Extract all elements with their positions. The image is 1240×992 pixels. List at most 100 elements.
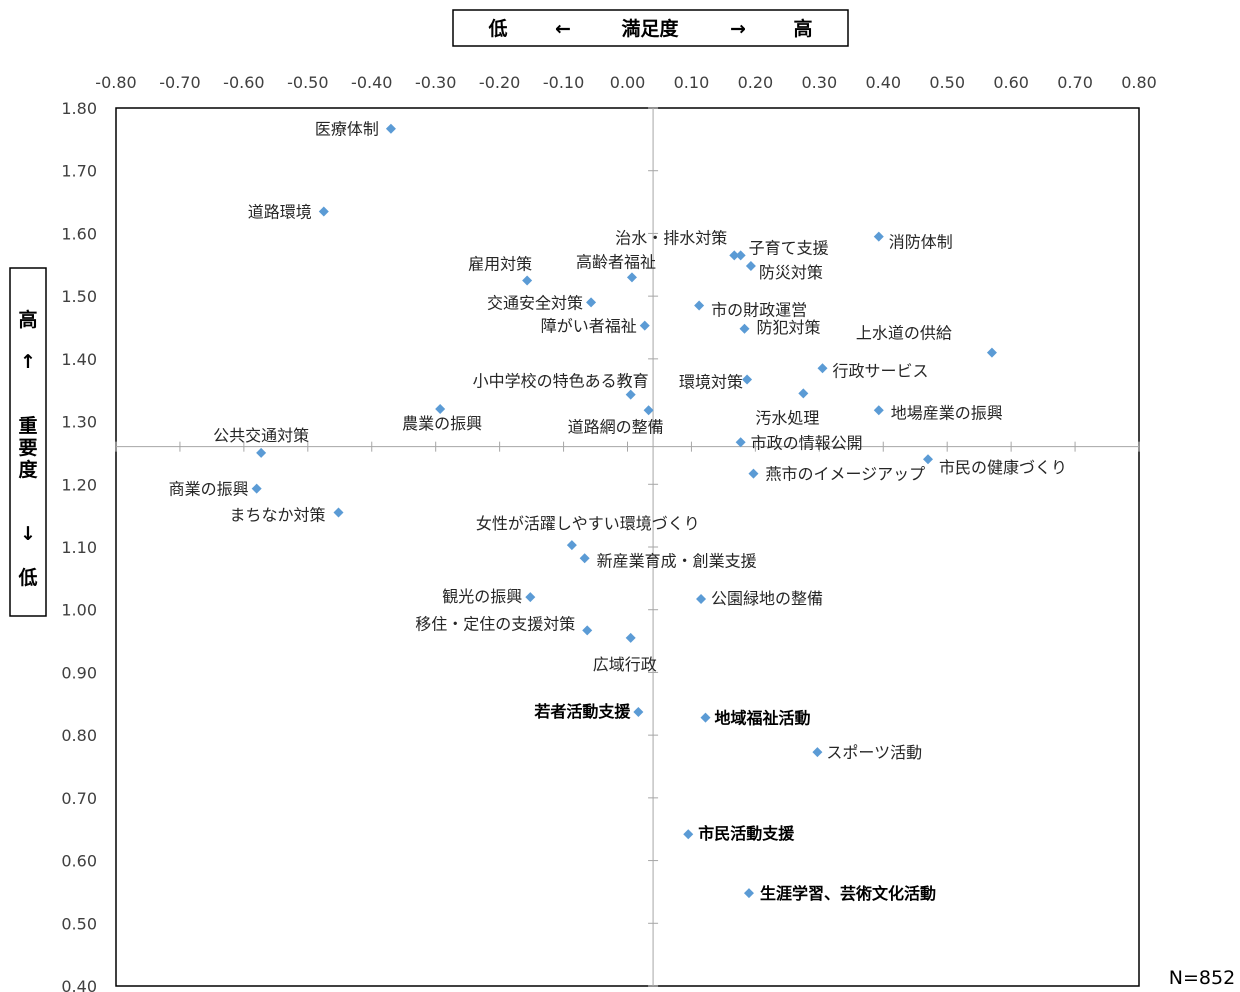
x-tick-label: 0.80 [1121,73,1157,92]
data-point-label: 汚水処理 [755,408,819,427]
data-point-label: 行政サービス [833,361,929,380]
x-axis-name: 満足度 [621,17,679,40]
data-point-marker [582,625,593,636]
data-point-label: 治水・排水対策 [615,228,727,247]
x-tick-label: 0.40 [865,73,901,92]
y-axis-name-2: 要 [18,437,37,459]
x-tick-label: -0.30 [415,73,456,92]
data-points [251,123,997,899]
y-tick-label: 1.50 [61,287,97,306]
data-point-label: 子育て支援 [749,238,829,257]
x-tick-label: 0.00 [610,73,646,92]
data-point-marker [683,829,694,840]
data-point-label: 市民の健康づくり [939,458,1067,477]
data-point-marker [586,297,597,308]
data-point-marker [333,507,344,518]
data-point-label: 市民活動支援 [698,824,795,843]
y-tick-label: 1.10 [61,538,97,557]
x-tick-label: -0.70 [159,73,200,92]
data-point-marker [986,347,997,358]
data-point-label: 燕市のイメージアップ [765,465,925,484]
data-point-marker [729,250,740,261]
x-tick-label: 0.10 [674,73,710,92]
data-point-marker [739,323,750,334]
data-point-label: 地場産業の振興 [891,403,1003,422]
data-point-marker [735,250,746,261]
data-point-marker [742,374,753,385]
y-tick-label: 1.70 [61,162,97,181]
data-point-label: 医療体制 [315,120,379,139]
x-axis-title-box: 低 ← 満足度 → 高 [452,9,849,47]
data-point-label: 上水道の供給 [856,324,952,343]
data-point-marker [566,540,577,551]
data-point-marker [435,404,446,415]
y-tick-label: 1.00 [61,601,97,620]
data-point-marker [579,553,590,564]
x-tick-label: -0.60 [223,73,264,92]
data-point-label: 新産業育成・創業支援 [597,551,757,570]
y-axis-name-3: 度 [18,458,38,481]
x-tick-label: -0.10 [543,73,584,92]
y-tick-label: 0.90 [61,663,97,682]
data-point-label: 地域福祉活動 [715,709,811,728]
data-point-marker [256,447,267,458]
data-point-label: 女性が活躍しやすい環境づくり [476,514,700,533]
x-tick-label: -0.40 [351,73,392,92]
data-point-label: 小中学校の特色ある教育 [473,372,649,391]
data-point-marker [525,592,536,603]
data-point-label: 生涯学習、芸術文化活動 [760,884,936,903]
data-point-marker [817,363,828,374]
data-point-marker [625,632,636,643]
x-tick-label: -0.50 [287,73,328,92]
data-point-marker [318,206,329,217]
data-point-label: まちなか対策 [229,506,325,525]
data-point-label: 観光の振興 [442,587,522,606]
data-point-label: 環境対策 [679,373,743,392]
x-tick-label: 0.50 [929,73,965,92]
data-point-label: 市政の情報公開 [751,433,863,452]
y-tick-label: 1.30 [61,413,97,432]
data-point-label: 道路環境 [248,202,312,221]
data-point-label: 公園緑地の整備 [711,589,823,608]
data-point-label: スポーツ活動 [826,743,922,762]
data-point-marker [643,405,654,416]
data-point-label: 商業の振興 [169,480,249,499]
data-point-label: 市の財政運営 [711,301,807,320]
data-point-marker [923,454,934,465]
data-point-marker [385,123,396,134]
x-tick-label: -0.20 [479,73,520,92]
x-tick-label: 0.70 [1057,73,1093,92]
x-tick-label: 0.60 [993,73,1029,92]
data-point-label: 若者活動支援 [533,702,631,721]
data-point-label: 広域行政 [593,655,657,674]
data-point-marker [745,261,756,272]
y-axis-title-box: 高 ↑ 重 要 度 ↓ 低 [9,267,47,617]
data-point-marker [696,594,707,605]
y-tick-label: 0.80 [61,726,97,745]
y-tick-label: 0.70 [61,789,97,808]
y-tick-label: 1.20 [61,475,97,494]
data-point-marker [798,388,809,399]
data-point-label: 消防体制 [889,233,953,252]
y-axis-up-arrow: ↑ [20,351,36,373]
sample-size-label: N=852 [1169,967,1235,989]
y-tick-label: 0.40 [61,977,97,992]
data-point-marker [873,231,884,242]
data-point-marker [251,483,262,494]
data-point-marker [873,405,884,416]
x-axis-right-arrow: → [730,18,746,40]
data-point-marker [626,272,637,283]
data-point-label: 交通安全対策 [487,293,583,312]
crossing-axes [115,107,1140,987]
x-axis-left-arrow: ← [555,18,571,40]
data-point-label: 農業の振興 [402,414,482,433]
x-tick-label: 0.30 [802,73,838,92]
y-tick-label: 1.80 [61,99,97,118]
data-point-label: 移住・定住の支援対策 [415,614,575,633]
data-point-label: 公共交通対策 [213,426,309,445]
y-axis-down-arrow: ↓ [20,523,36,545]
x-axis-low-label: 低 [487,17,507,40]
data-point-marker [743,888,754,899]
data-point-label: 雇用対策 [468,254,532,273]
